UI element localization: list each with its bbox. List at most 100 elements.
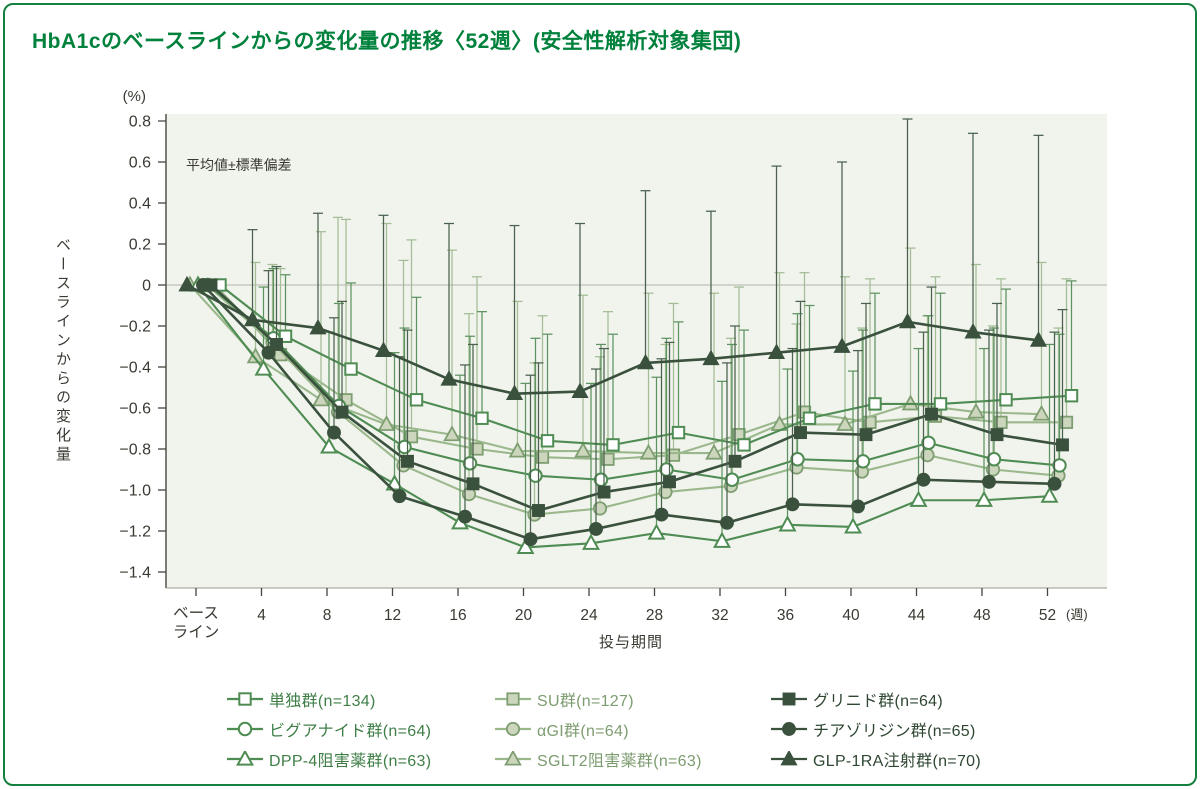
legend-marker <box>780 751 798 766</box>
series-marker <box>440 370 458 386</box>
series-glinide <box>204 265 1069 517</box>
series-marker <box>505 384 524 400</box>
series-marker <box>335 405 349 419</box>
series-marker <box>344 362 358 376</box>
series-marker <box>196 278 210 292</box>
legend-label: グリニド群(n=64) <box>813 693 943 710</box>
series-marker <box>409 393 424 407</box>
circle-marker-icon <box>227 721 263 737</box>
series-tzd <box>196 270 1062 547</box>
y-axis: 0.8 0.6 0.4 0.2 0 −0.2 −0.4 −0.6 −0.8 −1.0 −1.2 −1.… <box>119 114 166 582</box>
x-tick-label: 40 <box>842 607 860 624</box>
x-tick-label-baseline: ライン <box>173 624 220 641</box>
legend-item-agi: αGI群(n=64) <box>495 714 702 744</box>
series-marker <box>851 499 865 514</box>
y-tick-label: −0.2 <box>119 319 151 336</box>
legend-marker <box>238 692 252 706</box>
series-marker <box>540 434 555 448</box>
series-marker <box>1064 389 1079 403</box>
series-marker <box>516 537 535 554</box>
x-tick-label: 32 <box>711 607 728 624</box>
series-marker <box>855 454 871 469</box>
series-marker <box>1059 415 1074 429</box>
circle-marker-icon <box>771 722 807 736</box>
series-marker <box>986 452 1002 467</box>
series-marker <box>1032 404 1051 421</box>
series-marker <box>466 477 480 491</box>
legend-item-biguanide: ビグアナイド群(n=64) <box>227 714 431 744</box>
series-marker <box>532 504 545 517</box>
y-tick-label: −0.6 <box>119 401 151 418</box>
series-marker <box>967 402 985 419</box>
legend-item-dpp4: DPP-4阻害薬群(n=63) <box>227 744 431 774</box>
series-marker <box>790 452 805 467</box>
legend-item-glinide: グリニド群(n=64) <box>771 684 981 714</box>
series-marker <box>909 490 928 507</box>
x-tick-label: 12 <box>384 607 401 624</box>
series-marker <box>327 425 341 440</box>
series-marker <box>462 456 478 471</box>
series-marker <box>528 468 543 483</box>
series-marker <box>647 523 666 540</box>
x-tick-label: 52 <box>1039 607 1056 624</box>
series-marker <box>377 414 396 431</box>
figure-card: HbA1cのベースラインからの変化量の推移〈52週〉(安全性解析対象集団) (%… <box>3 3 1197 786</box>
x-tick-label: 4 <box>257 607 266 624</box>
series-marker <box>571 382 589 398</box>
y-tick-label: 0.2 <box>129 237 151 254</box>
legend-marker <box>782 692 796 706</box>
series-line <box>189 284 1042 455</box>
legend-item-tzd: チアゾリジン群(n=65) <box>771 714 981 744</box>
series-marker <box>593 472 609 487</box>
square-marker-icon <box>495 692 531 706</box>
series-marker <box>1040 486 1059 503</box>
series-line <box>202 284 1055 541</box>
series-marker <box>582 533 600 550</box>
square-marker-icon <box>771 692 807 706</box>
series-marker <box>278 329 293 343</box>
series-marker <box>636 353 655 370</box>
series-marker <box>705 443 723 460</box>
series-glp1ra <box>178 118 1048 400</box>
series-marker <box>243 310 262 327</box>
series-marker <box>794 426 807 440</box>
series-marker <box>737 438 751 452</box>
y-tick-label: 0.4 <box>129 196 151 213</box>
series-marker <box>178 275 196 292</box>
legend-label: SU群(n=127) <box>537 693 634 710</box>
legend-item-tandoku: 単独群(n=134) <box>227 684 431 714</box>
series-marker <box>443 425 461 442</box>
series-marker <box>713 531 731 548</box>
y-axis-unit: (%) <box>122 88 146 105</box>
series-marker <box>785 497 800 512</box>
series-marker <box>724 472 740 487</box>
x-tick-label: 48 <box>973 607 990 624</box>
series-marker <box>254 359 273 376</box>
annotation-mean-sd: 平均値±標準偏差 <box>186 157 292 173</box>
series-marker <box>401 454 414 468</box>
series-line <box>186 283 1039 395</box>
series-marker <box>592 501 608 516</box>
plot-svg: 0.8 0.6 0.4 0.2 0 −0.2 −0.4 −0.6 −0.8 −1.0 −1.2 −1.… <box>119 114 1107 641</box>
series-marker <box>309 318 327 335</box>
legend-marker <box>237 721 253 737</box>
legend-marker <box>782 722 796 736</box>
series-marker <box>261 345 276 360</box>
legend-marker <box>236 751 254 766</box>
x-tick-label-baseline: ベース <box>173 605 219 622</box>
series-line <box>210 284 1063 512</box>
series-marker <box>639 443 658 460</box>
series-marker <box>728 454 742 468</box>
series-marker <box>654 507 669 522</box>
series-line <box>197 284 1050 549</box>
legend-item-glp1ra: GLP-1RA注射群(n=70) <box>771 744 981 774</box>
series-marker <box>925 407 938 421</box>
series-marker <box>702 349 720 366</box>
x-tick-label: 8 <box>323 607 332 624</box>
x-tick-label: 20 <box>515 607 533 624</box>
triangle-marker-icon <box>227 751 263 766</box>
legend-label: チアゾリジン群(n=65) <box>813 723 976 740</box>
chart-title: HbA1cのベースラインからの変化量の推移〈52週〉(安全性解析対象集団) <box>32 30 742 53</box>
legend-label: GLP-1RA注射群(n=70) <box>813 753 981 770</box>
